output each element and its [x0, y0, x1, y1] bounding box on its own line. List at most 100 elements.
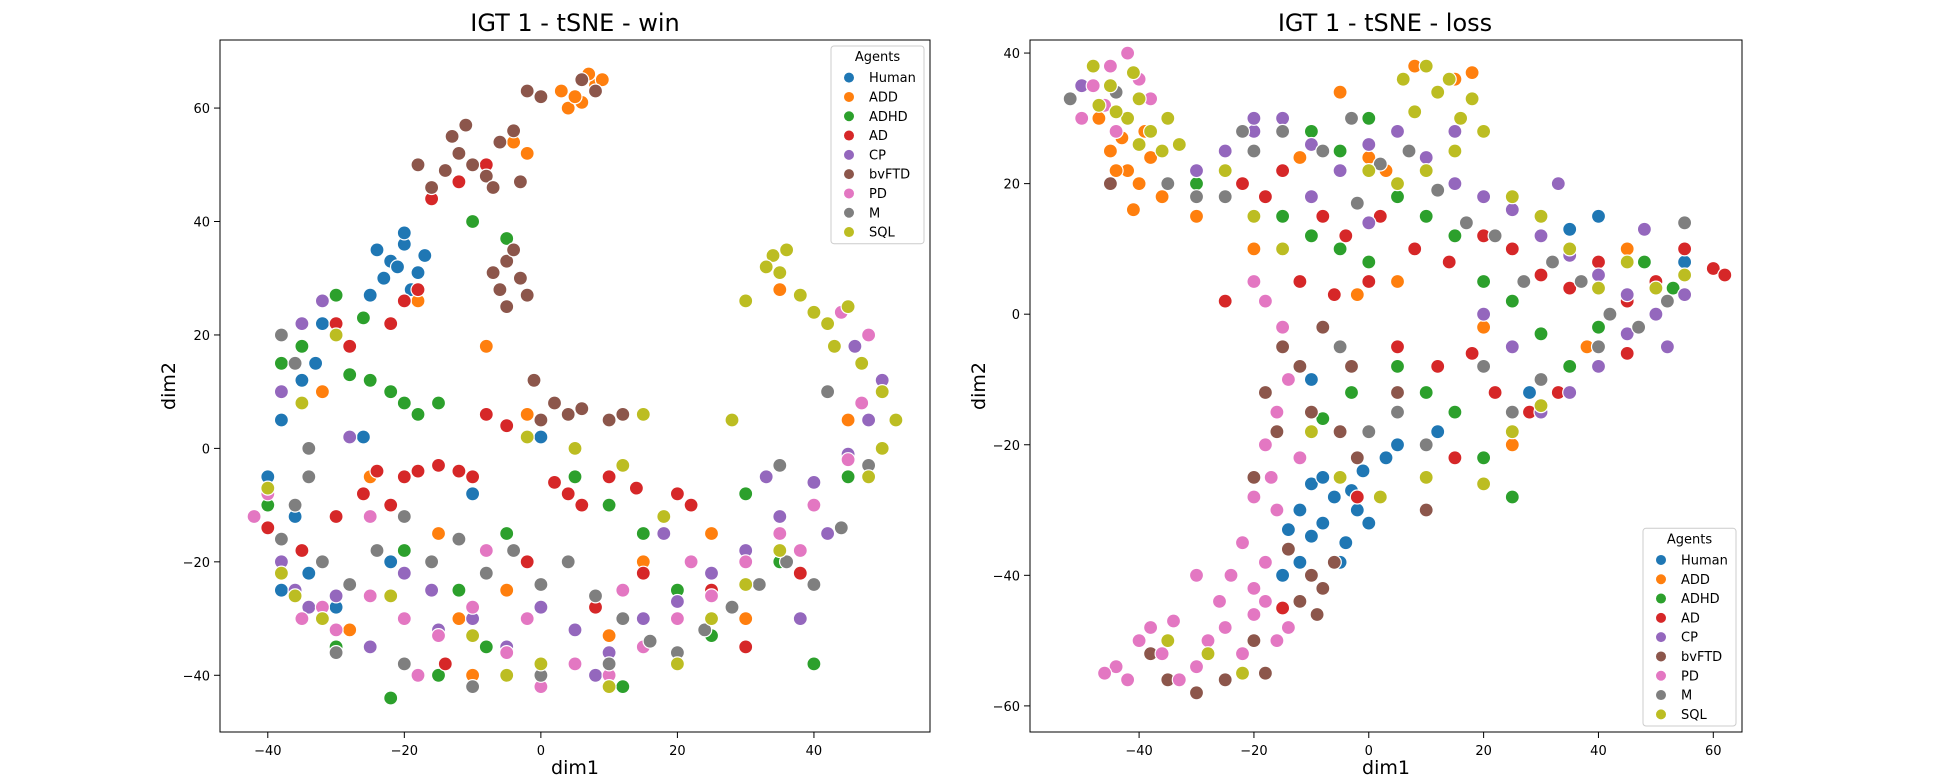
legend-marker-bvftd [1655, 650, 1667, 663]
data-point-sql [1361, 163, 1377, 179]
data-point-adhd [294, 338, 310, 354]
data-point-pd [430, 627, 447, 644]
x-ticks-win: −40 −20 0 20 40 [254, 732, 822, 759]
data-point-pd [1257, 437, 1274, 453]
data-point-bvftd [1303, 567, 1320, 583]
data-point-m [424, 554, 440, 570]
data-point-pd [1074, 110, 1090, 126]
data-point-pd [615, 582, 631, 598]
data-point-human [389, 259, 406, 275]
data-point-human [410, 265, 426, 281]
data-point-m [396, 656, 412, 672]
data-point-ad [601, 469, 617, 485]
data-point-human [1315, 515, 1331, 531]
data-point-sql [1160, 632, 1176, 649]
data-point-cp [1562, 384, 1578, 401]
data-point-add [601, 627, 617, 644]
data-point-adhd [615, 678, 631, 695]
data-point-m [478, 565, 494, 581]
data-point-bvftd [499, 299, 515, 315]
data-point-sql [806, 304, 822, 320]
data-point-human [1430, 424, 1446, 440]
data-point-ad [1441, 254, 1457, 270]
data-point-m [1160, 176, 1176, 192]
chart-win: IGT 1 - tSNE - win −40 −20 0 20 40 −40 −20 0 20… [158, 9, 931, 779]
data-point-ad [1619, 345, 1635, 361]
data-point-pd [738, 554, 754, 570]
data-point-cp [758, 469, 774, 485]
data-point-human [273, 582, 289, 598]
y-tick-label: 0 [1012, 308, 1020, 323]
data-point-cp [1332, 163, 1348, 179]
data-point-pd [806, 497, 822, 513]
data-point-adhd [478, 639, 494, 655]
data-point-adhd [1665, 280, 1681, 296]
data-point-ad [1292, 273, 1308, 290]
data-point-sql [273, 565, 289, 581]
data-point-pd [1119, 45, 1136, 61]
data-point-sql [772, 265, 788, 281]
x-ticks-loss: −40 −20 0 20 40 60 [1125, 732, 1722, 759]
data-point-human [1389, 437, 1406, 453]
legend-marker-human [843, 71, 855, 84]
data-point-m [1372, 156, 1388, 172]
data-point-cp [703, 565, 720, 581]
data-point-add [499, 582, 515, 598]
data-point-add [451, 610, 467, 627]
data-point-sql [1091, 97, 1107, 113]
data-point-human [1378, 450, 1394, 466]
data-point-m [1533, 371, 1549, 388]
legend-marker-m [843, 206, 855, 219]
data-point-pd [1257, 593, 1274, 610]
data-point-sql [1418, 58, 1434, 74]
data-point-add [342, 622, 358, 638]
data-point-pd [1142, 619, 1159, 636]
data-point-sql [1395, 71, 1411, 87]
data-point-pd [362, 508, 378, 525]
data-point-pd [1280, 619, 1297, 636]
data-point-ad [294, 542, 310, 559]
data-point-adhd [1447, 228, 1463, 244]
data-point-ad [478, 406, 494, 422]
data-point-m [1590, 339, 1607, 355]
data-point-add [1102, 143, 1119, 159]
data-point-m [1430, 182, 1446, 198]
x-tick-label: 0 [1365, 744, 1373, 759]
data-point-pd [1102, 58, 1119, 74]
data-point-cp [273, 384, 289, 400]
data-point-ad [560, 486, 576, 502]
data-point-bvftd [1257, 384, 1274, 401]
data-point-add [553, 83, 569, 99]
data-point-sql [1475, 476, 1492, 492]
data-point-ad [1705, 260, 1721, 277]
data-point-pd [669, 610, 686, 627]
data-point-ad [410, 463, 426, 479]
data-point-pd [1269, 404, 1285, 420]
data-point-adhd [328, 287, 344, 303]
data-point-m [642, 633, 658, 649]
data-point-pd [1269, 502, 1285, 518]
data-point-m [1332, 339, 1348, 355]
data-point-cp [635, 610, 651, 627]
legend-label: PD [1681, 669, 1699, 684]
data-point-human [308, 355, 324, 371]
data-point-sql [1648, 280, 1664, 296]
data-point-sql [314, 610, 330, 627]
data-point-sql [888, 412, 904, 428]
data-point-cp [1303, 189, 1320, 205]
data-point-m [1676, 215, 1693, 231]
data-point-add [703, 525, 720, 542]
data-point-cp [860, 412, 877, 428]
y-axis-label-win: dim2 [158, 362, 180, 410]
data-point-human [1303, 528, 1320, 544]
data-point-m [1062, 91, 1078, 107]
legend-marker-pd [843, 187, 855, 200]
data-point-adhd [383, 384, 399, 400]
data-point-sql [1533, 208, 1549, 224]
legend-win: Agents Human ADD ADHD AD CP bvFTD PD M SQL [830, 45, 925, 245]
data-point-ad [1217, 293, 1233, 309]
data-point-adhd [806, 656, 822, 672]
y-tick-label: 40 [1003, 47, 1020, 62]
data-point-sql [1332, 469, 1348, 485]
data-point-bvftd [1280, 541, 1297, 557]
